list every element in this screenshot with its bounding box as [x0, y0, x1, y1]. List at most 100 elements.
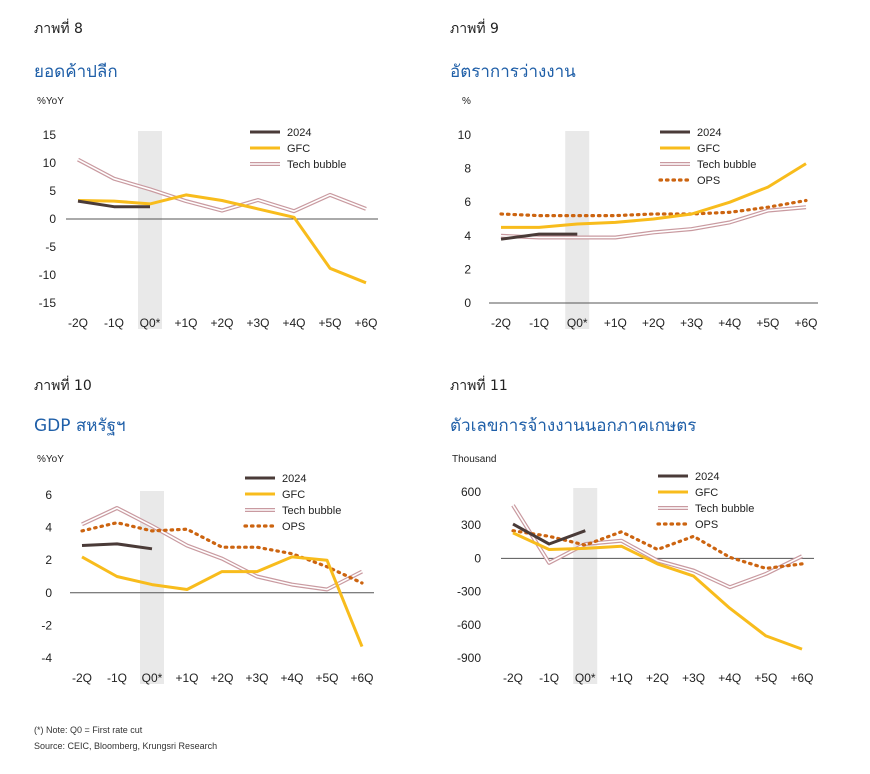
- panel-unemployment-rate: ภาพที่ 9 อัตราการว่างงาน % 10 8 6 4 2 0 -2Q -1Q Q…: [435, 0, 870, 360]
- y-tick-label: -4: [41, 651, 52, 665]
- chart-title: ตัวเลขการจ้างงานนอกภาคเกษตร: [450, 416, 697, 436]
- y-tick-label: 15: [43, 128, 57, 142]
- series-line-inner-tech-bubble: [81, 507, 363, 591]
- y-tick-label: 8: [464, 162, 471, 176]
- series-line-inner-tech-bubble: [500, 206, 807, 239]
- chart-nonfarm-payrolls: Thousand 600 300 0 -300 -600 -900 -2Q -1Q Q0* +1Q +…: [452, 454, 814, 685]
- series-line-ops: [511, 529, 804, 570]
- x-tick-label: +5Q: [756, 316, 779, 330]
- legend-label-gfc: GFC: [282, 489, 305, 501]
- x-tick-label: +3Q: [682, 671, 705, 685]
- x-tick-label: +6Q: [350, 671, 373, 685]
- x-tick-label: +6Q: [790, 671, 813, 685]
- series-line-inner-tech-bubble: [512, 504, 803, 588]
- legend-label-gfc: GFC: [287, 143, 310, 155]
- x-tick-label: +3Q: [246, 316, 269, 330]
- x-tick-label: +2Q: [210, 671, 233, 685]
- series-line-2024: [500, 232, 578, 241]
- x-tick-label: +1Q: [175, 671, 198, 685]
- x-tick-label: +4Q: [718, 316, 741, 330]
- x-tick-label: -1Q: [107, 671, 127, 685]
- x-tick-label: +3Q: [680, 316, 703, 330]
- y-tick-label: 300: [461, 518, 481, 532]
- legend-label-tech-bubble: Tech bubble: [695, 503, 754, 515]
- y-tick-label: 0: [464, 296, 471, 310]
- x-tick-label: -2Q: [72, 671, 92, 685]
- figure-number: ภาพที่ 11: [450, 378, 508, 394]
- legend-label-2024: 2024: [695, 471, 719, 483]
- x-tick-label: +4Q: [280, 671, 303, 685]
- legend-label-2024: 2024: [287, 127, 311, 139]
- y-tick-label: -2: [41, 618, 52, 632]
- x-tick-label: +2Q: [642, 316, 665, 330]
- y-tick-label: 4: [464, 229, 471, 243]
- x-tick-label: +1Q: [174, 316, 197, 330]
- x-tick-label: +2Q: [646, 671, 669, 685]
- legend-label-2024: 2024: [282, 473, 306, 485]
- legend-label-gfc: GFC: [697, 143, 720, 155]
- legend-label-ops: OPS: [282, 521, 305, 533]
- y-tick-label: 6: [464, 195, 471, 209]
- y-tick-label: -10: [39, 268, 57, 282]
- figure-number: ภาพที่ 10: [34, 378, 92, 394]
- y-tick-label: -600: [457, 618, 481, 632]
- source-note: Source: CEIC, Bloomberg, Krungsri Resear…: [34, 741, 218, 751]
- y-tick-label: 600: [461, 485, 481, 499]
- series-line-ops: [80, 521, 364, 585]
- series-line-2024: [512, 522, 586, 546]
- chart-title: ยอดค้าปลีก: [34, 62, 118, 82]
- x-tick-label: +6Q: [794, 316, 817, 330]
- y-tick-label: 10: [458, 128, 472, 142]
- x-tick-label: -2Q: [491, 316, 511, 330]
- legend-label-ops: OPS: [695, 519, 718, 531]
- legend-label-ops: OPS: [697, 175, 720, 187]
- legend-label-tech-bubble: Tech bubble: [287, 159, 346, 171]
- panel-retail-sales: ภาพที่ 8 ยอดค้าปลีก %YoY 15 10 5 0 -5 -10 -15 -2…: [0, 0, 435, 360]
- chart-unemployment-rate: % 10 8 6 4 2 0 -2Q -1Q Q0* +1Q +2Q +3Q +4Q +5Q +6Q 2024 G…: [458, 96, 818, 330]
- panel-us-gdp: ภาพที่ 10 GDP สหรัฐฯ %YoY 6 4 2 0 -2 -4 -2Q -1Q Q…: [0, 360, 435, 705]
- chart-title: GDP สหรัฐฯ: [34, 416, 126, 436]
- x-tick-label: -1Q: [104, 316, 124, 330]
- shaded-band: [565, 131, 590, 329]
- series-line-gfc: [512, 531, 803, 651]
- series-line-inner-tech-bubble: [77, 158, 367, 212]
- y-tick-label: 4: [45, 521, 52, 535]
- x-tick-label: +6Q: [354, 316, 377, 330]
- footnote: (*) Note: Q0 = First rate cut: [34, 725, 143, 735]
- x-tick-label: +4Q: [282, 316, 305, 330]
- chart-retail-sales: %YoY 15 10 5 0 -5 -10 -15 -2Q -1Q Q0* +1Q +2Q +3Q +4Q +…: [37, 96, 378, 330]
- x-tick-label: -1Q: [539, 671, 559, 685]
- series-line-2024: [77, 199, 150, 209]
- x-tick-label: Q0*: [575, 671, 596, 685]
- y-tick-label: -15: [39, 296, 57, 310]
- x-tick-label: +1Q: [610, 671, 633, 685]
- axis-unit-label: %YoY: [37, 454, 64, 465]
- axis-unit-label: Thousand: [452, 454, 496, 465]
- x-tick-label: Q0*: [142, 671, 163, 685]
- y-tick-label: -900: [457, 651, 481, 665]
- y-tick-label: 2: [45, 553, 52, 567]
- figure-number: ภาพที่ 8: [34, 21, 83, 37]
- y-tick-label: 0: [49, 212, 56, 226]
- y-tick-label: 5: [49, 184, 56, 198]
- x-tick-label: Q0*: [140, 316, 161, 330]
- y-tick-label: -5: [45, 240, 56, 254]
- x-tick-label: -2Q: [68, 316, 88, 330]
- x-tick-label: Q0*: [567, 316, 588, 330]
- shaded-band: [573, 488, 598, 684]
- y-tick-label: 0: [474, 551, 481, 565]
- x-tick-label: -2Q: [503, 671, 523, 685]
- legend-label-tech-bubble: Tech bubble: [697, 159, 756, 171]
- series-line-ops: [499, 198, 808, 218]
- legend-label-gfc: GFC: [695, 487, 718, 499]
- x-tick-label: +2Q: [210, 316, 233, 330]
- series-line-gfc: [81, 555, 364, 648]
- series-line-gfc: [501, 162, 807, 229]
- shaded-band: [138, 131, 162, 329]
- x-tick-label: +4Q: [718, 671, 741, 685]
- panel-nonfarm-payrolls: ภาพที่ 11 ตัวเลขการจ้างงานนอกภาคเกษตร Th…: [435, 360, 870, 705]
- series-line-tech-bubble: [511, 504, 803, 590]
- x-tick-label: -1Q: [529, 316, 549, 330]
- y-tick-label: 6: [45, 488, 52, 502]
- y-tick-label: 10: [43, 156, 57, 170]
